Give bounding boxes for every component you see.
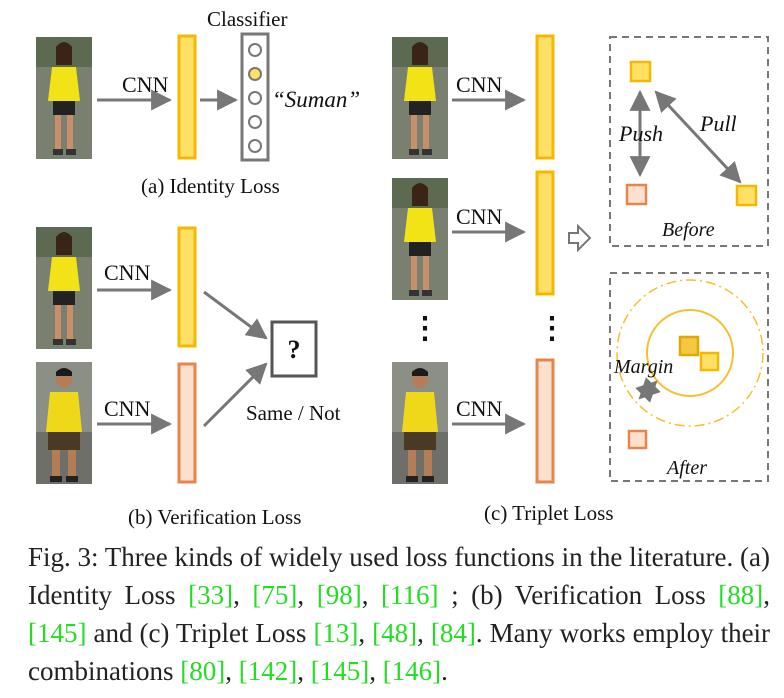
- verification-output: Same / Not: [246, 401, 341, 425]
- anchor-point: [629, 60, 652, 83]
- caption-text: Fig. 3: Three kinds of widely used loss …: [28, 542, 770, 610]
- positive-point: [735, 184, 758, 207]
- citation-link[interactable]: [13]: [313, 618, 359, 648]
- cnn-label: CNN: [104, 396, 151, 421]
- arrow: [203, 290, 268, 340]
- pedestrian-image: [36, 37, 92, 159]
- arrow: [202, 362, 268, 428]
- classifier-node: [248, 43, 262, 57]
- citation-link[interactable]: [142]: [238, 656, 298, 686]
- feature-vector-other: [177, 362, 197, 484]
- caption-text: ; (b) Verification Loss: [451, 580, 719, 610]
- after-label: After: [665, 457, 707, 479]
- pull-label: Pull: [699, 111, 737, 136]
- margin-arrow: [635, 377, 661, 403]
- identity-output: “Suman”: [272, 87, 360, 112]
- citation-link[interactable]: [80]: [180, 656, 226, 686]
- verification-loss-panel: CNN CNN ? Same / Not (b) Verification Lo…: [36, 226, 341, 529]
- classifier-node-active: [248, 67, 262, 81]
- classifier-node: [248, 115, 262, 129]
- classifier-label: Classifier: [207, 7, 287, 31]
- feature-vector-anchor: [177, 226, 197, 348]
- cnn-label: CNN: [122, 72, 169, 97]
- cnn-label: CNN: [456, 72, 503, 97]
- figure-caption: Fig. 3: Three kinds of widely used loss …: [28, 542, 771, 686]
- identity-title: (a) Identity Loss: [141, 174, 280, 198]
- citation-link[interactable]: [33]: [188, 580, 234, 610]
- citation-link[interactable]: [88]: [718, 580, 764, 610]
- identity-loss-panel: CNN Classifier “Suman” (a) Identity Loss: [36, 7, 360, 198]
- margin-label: Margin: [613, 356, 673, 378]
- margin-circle-outer: [616, 279, 764, 427]
- push-label: Push: [618, 121, 663, 146]
- pedestrian-image: [392, 37, 448, 159]
- negative-point: [625, 183, 648, 206]
- citation-link[interactable]: [84]: [430, 618, 476, 648]
- pedestrian-image: [36, 227, 92, 349]
- pedestrian-image: [36, 362, 92, 484]
- citation-link[interactable]: [48]: [372, 618, 418, 648]
- citation-link[interactable]: [146]: [382, 656, 442, 686]
- verification-title: (b) Verification Loss: [128, 505, 301, 529]
- feature-vector-positive: [535, 170, 555, 296]
- citation-link[interactable]: [98]: [316, 580, 362, 610]
- feature-vector: [177, 34, 197, 160]
- pull-arrow: [654, 90, 742, 184]
- cnn-label: CNN: [456, 396, 503, 421]
- classifier-node: [248, 139, 262, 153]
- negative-point: [627, 429, 648, 450]
- triplet-title: (c) Triplet Loss: [484, 501, 614, 525]
- caption-text: and (c) Triplet Loss: [93, 618, 314, 648]
- cnn-label: CNN: [104, 260, 151, 285]
- caption-text: . Many works employ their combinations: [28, 618, 771, 686]
- positive-point: [699, 351, 720, 372]
- vdots: ⋮: [410, 312, 440, 345]
- cnn-label: CNN: [456, 204, 503, 229]
- before-label: Before: [662, 219, 715, 241]
- citation-link[interactable]: [145]: [310, 656, 370, 686]
- transition-arrow-icon: [568, 223, 592, 253]
- feature-vector-negative: [535, 358, 555, 484]
- caption-end: .: [441, 656, 448, 686]
- margin-circle-inner: [646, 309, 734, 397]
- verification-question: ?: [288, 335, 301, 364]
- classifier-node: [248, 91, 262, 105]
- verification-box: [270, 320, 318, 378]
- pedestrian-image: [392, 178, 448, 300]
- citation-link[interactable]: [116]: [381, 580, 439, 610]
- triplet-loss-panel: CNN CNN ⋮ ⋮ CNN (c) Triplet Loss Push Pu…: [392, 34, 769, 525]
- vdots: ⋮: [537, 312, 567, 345]
- loss-functions-diagram: CNN Classifier “Suman” (a) Identity Loss…: [36, 7, 769, 529]
- anchor-point: [678, 335, 700, 357]
- citation-link[interactable]: [75]: [252, 580, 298, 610]
- citation-link[interactable]: [145]: [28, 618, 87, 648]
- feature-vector-anchor: [535, 34, 555, 160]
- pedestrian-image: [392, 362, 448, 484]
